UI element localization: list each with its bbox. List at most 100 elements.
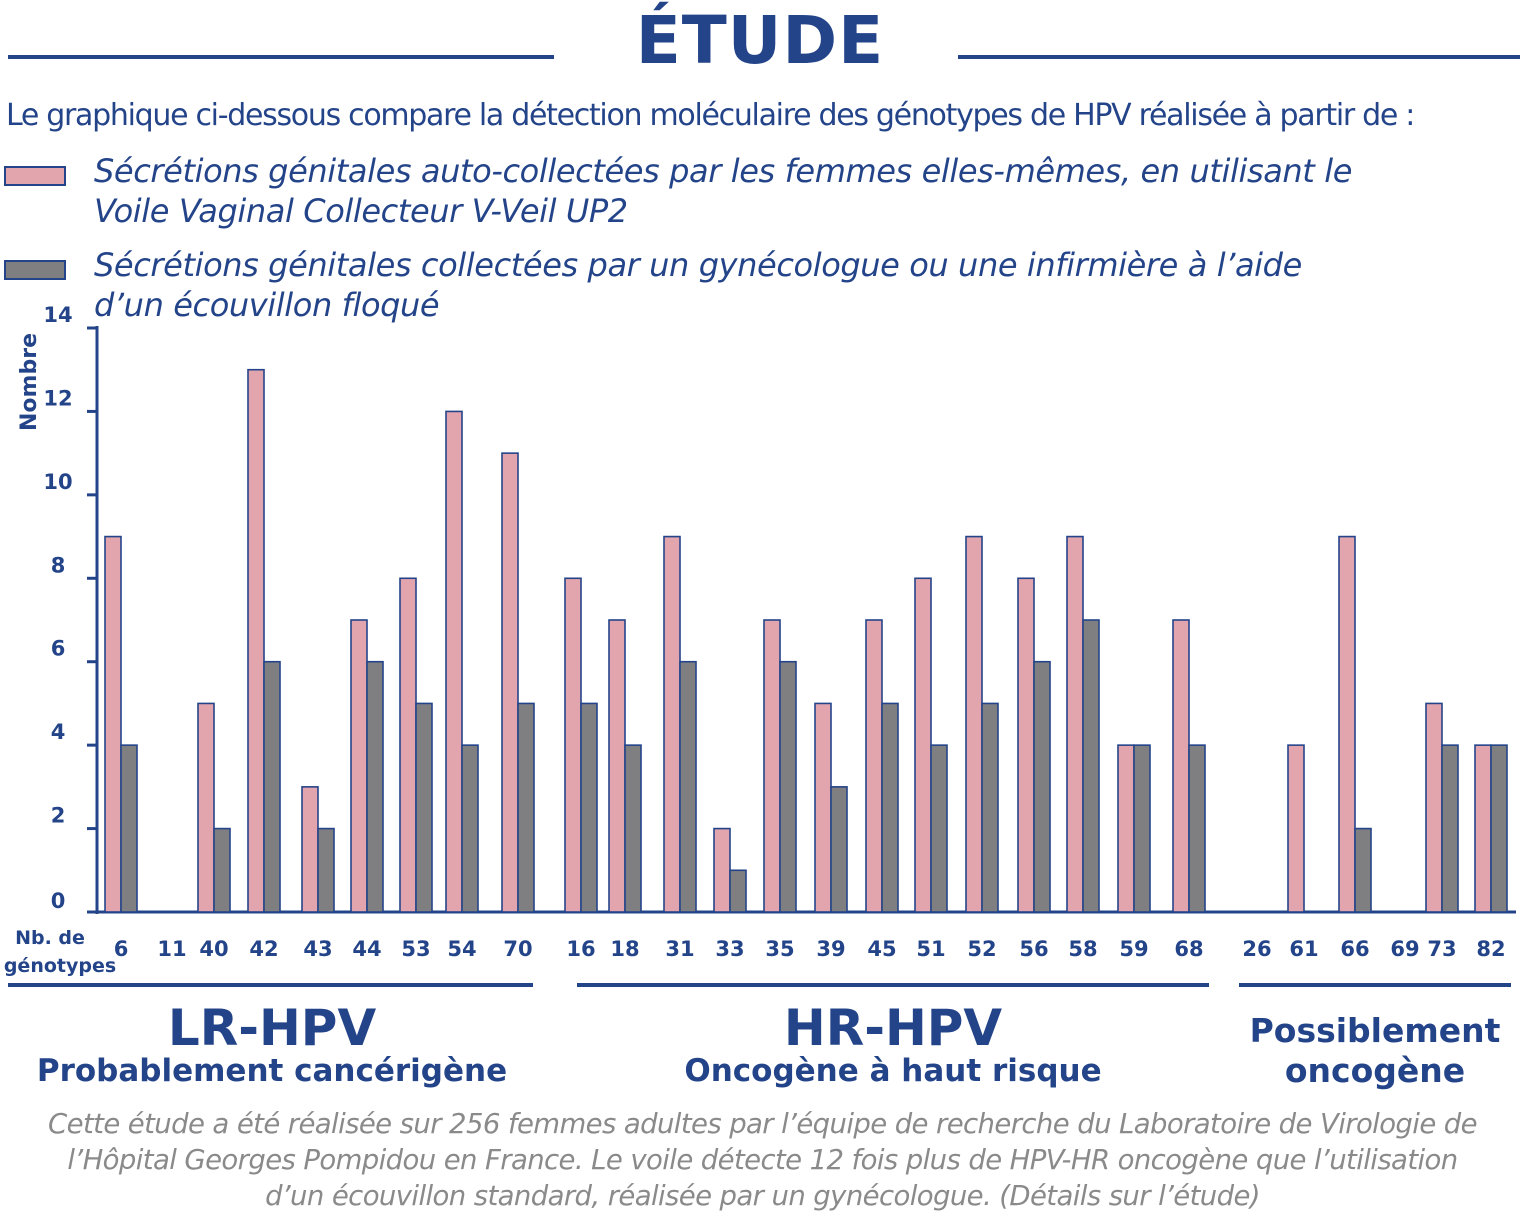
bar-self-collected: [663, 535, 681, 913]
bar-self-collected: [865, 619, 883, 913]
group-name: LR-HPV: [168, 999, 377, 1057]
bar-self-collected: [814, 702, 832, 913]
x-axis-label: Nb. de: [15, 927, 85, 949]
group-subtitle: Probablement cancérigène: [37, 1053, 507, 1089]
y-tick-label: 0: [51, 889, 66, 913]
bar-clinician-collected: [729, 869, 747, 913]
group-subtitle: oncogène: [1285, 1051, 1465, 1090]
x-tick-label: 35: [765, 937, 794, 961]
footnote-line: d’un écouvillon standard, réalisée par u…: [265, 1180, 1260, 1212]
bar-self-collected: [713, 827, 731, 913]
y-tick-label: 2: [51, 804, 66, 828]
bar-self-collected: [1425, 702, 1443, 913]
title-banner: ÉTUDE: [0, 0, 1525, 92]
bar-clinician-collected: [213, 827, 231, 913]
x-tick-label: 73: [1427, 937, 1456, 961]
bar-self-collected: [1117, 744, 1135, 913]
bar-clinician-collected: [1133, 744, 1151, 913]
y-axis-label: Nombre: [17, 333, 42, 431]
legend-text-self-collected: Sécrétions génitales auto-collectées par…: [94, 151, 1514, 231]
bar-self-collected: [350, 619, 368, 913]
bar-clinician-collected: [881, 702, 899, 913]
bar-clinician-collected: [1033, 660, 1051, 913]
footnote-line: l’Hôpital Georges Pompidou en France. Le…: [67, 1144, 1458, 1176]
bar-clinician-collected: [366, 660, 384, 913]
bar-clinician-collected: [624, 744, 642, 913]
x-tick-label: 53: [401, 937, 430, 961]
bar-self-collected: [1017, 577, 1035, 913]
bar-clinician-collected: [461, 744, 479, 913]
bar-clinician-collected: [415, 702, 433, 913]
bar-clinician-collected: [580, 702, 598, 913]
x-tick-label: 42: [249, 937, 278, 961]
y-tick-label: 12: [43, 386, 72, 410]
legend-line: d’un écouvillon floqué: [94, 286, 440, 324]
x-tick-label: 26: [1242, 937, 1271, 961]
bar-self-collected: [501, 452, 519, 913]
bar-self-collected: [1338, 535, 1356, 913]
legend-line: Sécrétions génitales auto-collectées par…: [94, 152, 1353, 190]
bar-clinician-collected: [1188, 744, 1206, 913]
bar-clinician-collected: [830, 786, 848, 913]
x-tick-label: 18: [610, 937, 639, 961]
bar-clinician-collected: [317, 827, 335, 913]
x-tick-label: 40: [199, 937, 228, 961]
x-tick-label: 66: [1340, 937, 1369, 961]
title-rule-left: [8, 55, 554, 59]
intro-text: Le graphique ci-dessous compare la détec…: [6, 98, 1415, 133]
bar-clinician-collected: [779, 660, 797, 913]
bar-self-collected: [564, 577, 582, 913]
x-tick-label: 11: [157, 937, 186, 961]
group-subtitle: Possiblement: [1250, 1011, 1501, 1050]
x-tick-label: 51: [916, 937, 945, 961]
x-tick-label: 16: [566, 937, 595, 961]
group-subtitle: Oncogène à haut risque: [684, 1053, 1101, 1089]
x-tick-label: 70: [503, 937, 532, 961]
bar-self-collected: [608, 619, 626, 913]
legend-swatch-self-collected: [4, 166, 66, 186]
bar-clinician-collected: [1490, 744, 1508, 913]
bar-self-collected: [197, 702, 215, 913]
x-tick-label: 68: [1174, 937, 1203, 961]
x-tick-label: 6: [114, 937, 129, 961]
bar-clinician-collected: [1441, 744, 1459, 913]
bar-self-collected: [1066, 535, 1084, 913]
bar-clinician-collected: [1082, 619, 1100, 913]
bar-self-collected: [1172, 619, 1190, 913]
legend-line: Sécrétions génitales collectées par un g…: [94, 246, 1302, 284]
y-tick-label: 4: [51, 720, 66, 744]
bar-clinician-collected: [517, 702, 535, 913]
x-tick-label: 43: [303, 937, 332, 961]
x-tick-label: 31: [665, 937, 694, 961]
legend-line: Voile Vaginal Collecteur V-Veil UP2: [94, 192, 628, 230]
x-tick-label: 82: [1476, 937, 1505, 961]
x-tick-label: 61: [1289, 937, 1318, 961]
title-rule-right: [958, 55, 1520, 59]
x-tick-label: 44: [352, 937, 381, 961]
bar-clinician-collected: [120, 744, 138, 913]
footnote: Cette étude a été réalisée sur 256 femme…: [0, 1106, 1525, 1214]
bar-self-collected: [763, 619, 781, 913]
bar-self-collected: [1287, 744, 1305, 913]
x-tick-label: 45: [867, 937, 896, 961]
y-tick-label: 10: [43, 470, 72, 494]
y-tick-label: 14: [43, 303, 72, 327]
x-tick-label: 52: [967, 937, 996, 961]
x-tick-label: 54: [447, 937, 476, 961]
footnote-line: Cette étude a été réalisée sur 256 femme…: [48, 1108, 1478, 1140]
x-axis-label: génotypes: [4, 955, 116, 977]
bar-self-collected: [1474, 744, 1492, 913]
bar-clinician-collected: [930, 744, 948, 913]
y-tick-label: 8: [51, 553, 66, 577]
x-tick-label: 69: [1390, 937, 1419, 961]
page-title: ÉTUDE: [635, 2, 885, 79]
x-tick-label: 59: [1119, 937, 1148, 961]
bar-self-collected: [247, 368, 265, 913]
bar-self-collected: [445, 410, 463, 913]
y-tick-label: 6: [51, 637, 66, 661]
bar-self-collected: [914, 577, 932, 913]
x-tick-label: 39: [816, 937, 845, 961]
bar-clinician-collected: [679, 660, 697, 913]
x-tick-label: 58: [1068, 937, 1097, 961]
